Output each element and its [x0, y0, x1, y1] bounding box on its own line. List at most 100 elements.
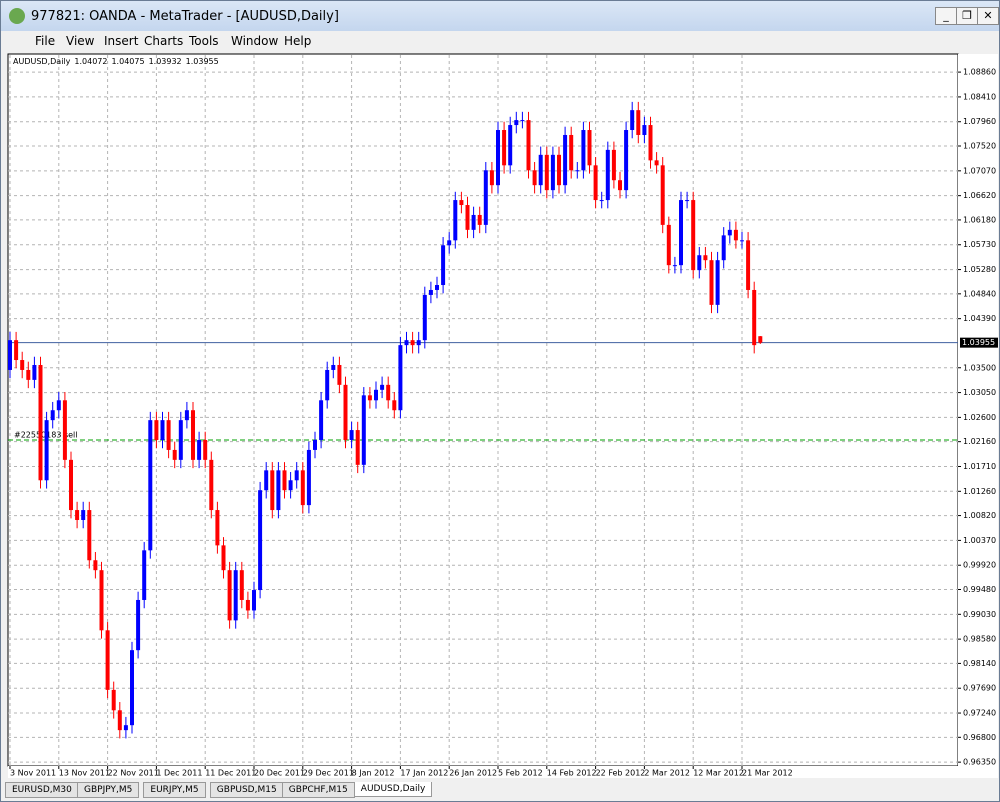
close-button[interactable]: ✕ — [977, 7, 999, 25]
y-tick-label: 1.01260 — [963, 487, 996, 496]
chart-tab[interactable]: GBPCHF,M15 — [281, 782, 355, 798]
x-tick-label: 1 Dec 2011 — [156, 769, 202, 778]
chart-tab[interactable]: EURUSD,M30 — [5, 782, 79, 798]
y-tick-label: 1.07960 — [963, 117, 996, 126]
candle-body — [483, 170, 488, 225]
candle-body — [422, 294, 427, 341]
chart-tab[interactable]: GBPJPY,M5 — [77, 782, 140, 798]
x-tick-label: 14 Feb 2012 — [547, 769, 597, 778]
x-tick-label: 11 Dec 2011 — [205, 769, 256, 778]
chart-tab[interactable]: GBPUSD,M15 — [209, 782, 284, 798]
menu-item[interactable]: Tools — [189, 34, 219, 48]
candle-body — [288, 480, 293, 491]
candle-body — [758, 336, 763, 343]
candle-body — [8, 340, 12, 370]
candle-body — [398, 345, 403, 411]
candle-body — [264, 470, 269, 491]
candle-body — [276, 470, 281, 511]
y-tick-label: 1.00370 — [963, 536, 996, 545]
candle-body — [111, 689, 116, 711]
candle-body — [343, 384, 348, 441]
chart-tab[interactable]: AUDUSD,Daily — [353, 782, 433, 797]
candle-body — [636, 110, 641, 135]
x-tick-label: 29 Dec 2011 — [303, 769, 354, 778]
chart-tab[interactable]: EURJPY,M5 — [143, 782, 206, 798]
restore-button[interactable]: ❐ — [956, 7, 978, 25]
menu-item[interactable]: File — [35, 34, 56, 48]
candle-body — [349, 430, 354, 441]
candle-body — [136, 599, 141, 651]
candle-body — [721, 235, 726, 261]
candle-body — [148, 420, 153, 551]
candle-body — [367, 395, 372, 401]
candle-body — [404, 340, 409, 346]
x-tick-label: 5 Feb 2012 — [498, 769, 543, 778]
candle-body — [746, 240, 751, 290]
y-tick-label: 1.08410 — [963, 92, 996, 101]
x-tick-label: 26 Jan 2012 — [449, 769, 497, 778]
menu-item[interactable]: Charts — [144, 34, 184, 48]
menu-item[interactable]: View — [66, 34, 95, 48]
time-axis — [8, 766, 998, 778]
candle-body — [563, 134, 568, 186]
candle-body — [654, 160, 659, 166]
candle-body — [502, 130, 507, 166]
candle-body — [38, 364, 43, 481]
candle-body — [550, 154, 555, 191]
candle-body — [727, 229, 732, 236]
candle-body — [538, 154, 543, 186]
candle-body — [191, 410, 195, 460]
candle-body — [386, 384, 391, 401]
candle-body — [56, 400, 61, 411]
x-tick-label: 17 Jan 2012 — [400, 769, 448, 778]
symbol-info: AUDUSD,Daily 1.04072 1.04075 1.03932 1.03955 — [13, 57, 219, 66]
x-tick-label: 3 Nov 2011 — [10, 769, 56, 778]
y-tick-label: 1.03500 — [963, 363, 996, 372]
menu-bar: File View Insert Charts Tools Window Help — [1, 31, 999, 51]
menu-item[interactable]: Help — [284, 34, 312, 48]
candle-body — [691, 200, 696, 271]
candle-body — [508, 125, 513, 166]
candle-body — [123, 725, 128, 731]
x-tick-label: 8 Jan 2012 — [352, 769, 395, 778]
y-tick-label: 1.02600 — [963, 413, 996, 422]
candle-body — [618, 180, 622, 191]
menu-item[interactable]: Window — [231, 34, 279, 48]
candle-body — [514, 120, 519, 126]
candle-body — [300, 470, 305, 506]
y-tick-label: 0.99920 — [963, 561, 996, 570]
candle-body — [20, 360, 25, 370]
y-tick-label: 1.06620 — [963, 191, 996, 200]
candle-body — [477, 214, 482, 225]
y-tick-label: 1.06180 — [963, 215, 996, 224]
menu-item[interactable]: Insert — [104, 34, 139, 48]
candle-body — [733, 229, 738, 241]
candle-body — [105, 630, 110, 690]
candle-body — [160, 420, 165, 441]
candle-body — [428, 289, 433, 295]
x-tick-label: 12 Mar 2012 — [693, 769, 744, 778]
candle-body — [319, 400, 324, 441]
x-tick-label: 21 Mar 2012 — [742, 769, 793, 778]
candle-body — [593, 165, 598, 201]
candle-body — [374, 389, 378, 401]
y-tick-label: 1.02160 — [963, 437, 996, 446]
y-tick-label: 0.97240 — [963, 709, 996, 718]
candle-body — [599, 200, 604, 202]
candle-body — [459, 200, 464, 206]
candle-body — [81, 510, 86, 520]
bid-label-box — [960, 337, 998, 348]
bid-label: 1.03955 — [962, 338, 995, 347]
y-tick-label: 1.04840 — [963, 289, 996, 298]
title-bar: 977821: OANDA - MetaTrader - [AUDUSD,Dai… — [1, 1, 999, 31]
candle-body — [197, 440, 202, 460]
candle-body — [575, 170, 580, 172]
candle-body — [215, 510, 220, 546]
app-icon — [9, 8, 25, 24]
candle-body — [520, 120, 525, 122]
candle-body — [50, 410, 55, 421]
y-tick-label: 0.99030 — [963, 610, 996, 619]
candle-body — [624, 130, 629, 191]
candle-body — [306, 449, 311, 506]
minimize-button[interactable]: _ — [935, 7, 957, 25]
